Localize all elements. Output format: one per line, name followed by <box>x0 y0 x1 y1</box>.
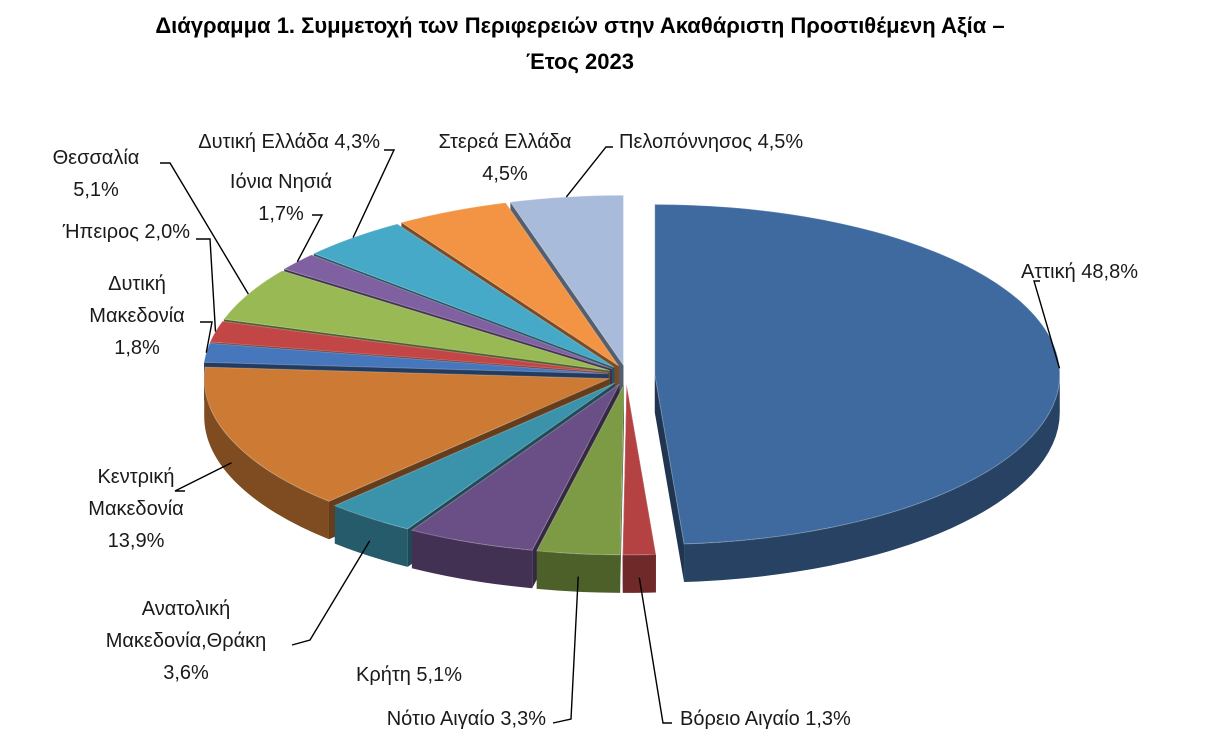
pie-slice-outer-wall <box>684 374 1060 582</box>
data-label-line: 1,8% <box>114 337 160 359</box>
data-label-10: Ιόνια Νησιά 1,7% <box>230 171 332 225</box>
data-label-line: 5,1% <box>73 179 119 201</box>
data-label-5: Ανατολική Μακεδονία,Θράκη 3,6% <box>106 598 267 684</box>
data-label-line: Ήπειρος 2,0% <box>62 221 190 243</box>
data-label-line: Κεντρική <box>97 466 174 488</box>
chart-title: Διάγραμμα 1. Συμμετοχή των Περιφερειών σ… <box>0 8 1160 80</box>
pie-slice-radial-wall <box>620 384 624 593</box>
pie-slice-5 <box>333 382 616 530</box>
chart-title-line-1: Διάγραμμα 1. Συμμετοχή των Περιφερειών σ… <box>155 13 1005 38</box>
leader-line-2 <box>638 577 672 724</box>
pie-top-faces <box>203 194 1061 556</box>
data-label-line: Πελοπόννησος 4,5% <box>619 131 803 153</box>
chart-title-line-2: Έτος 2023 <box>526 49 634 74</box>
pie-slice-outer-wall <box>411 530 533 589</box>
leader-lines <box>160 146 1061 724</box>
data-label-11: Δυτική Ελλάδα 4,3% <box>198 131 380 153</box>
data-label-line: Θεσσαλία <box>53 147 140 169</box>
data-label-1: Αττική 48,8% <box>1021 261 1138 283</box>
data-label-line: Κρήτη 5,1% <box>356 664 462 686</box>
leader-line-8 <box>196 238 217 332</box>
pie-slice-12 <box>400 202 619 367</box>
data-label-line: Μακεδονία,Θράκη <box>106 630 267 652</box>
data-label-4: Κρήτη 5,1% <box>356 664 462 686</box>
data-label-line: Ανατολική <box>142 598 230 620</box>
data-label-8: Ήπειρος 2,0% <box>62 221 190 243</box>
data-label-6: Κεντρική Μακεδονία 13,9% <box>88 466 183 552</box>
leader-line-11 <box>352 149 396 238</box>
pie-slice-4 <box>410 383 620 551</box>
data-label-line: 1,7% <box>258 203 304 225</box>
data-label-line: Δυτική <box>108 273 166 295</box>
leader-line-3 <box>552 576 579 724</box>
data-label-12: Στερεά Ελλάδα 4,5% <box>439 131 572 185</box>
pie-slice-13 <box>509 194 624 367</box>
pie-slice-6 <box>203 366 610 502</box>
data-label-line: 4,5% <box>482 163 528 185</box>
data-labels: Αττική 48,8% Βόρειο Αιγαίο 1,3% Νότιο Αιγα… <box>53 131 1139 730</box>
leader-line-1 <box>1033 280 1061 369</box>
pie-slice-outer-wall <box>622 554 656 593</box>
data-label-13: Πελοπόννησος 4,5% <box>619 131 803 153</box>
data-label-line: Δυτική Ελλάδα 4,3% <box>198 131 380 153</box>
data-label-line: Στερεά Ελλάδα <box>439 131 572 153</box>
leader-line-9 <box>160 162 249 295</box>
data-label-line: Αττική 48,8% <box>1021 261 1138 283</box>
data-label-line: Μακεδονία <box>88 498 183 520</box>
leader-line-6 <box>174 462 232 492</box>
pie-slice-outer-wall <box>334 505 408 567</box>
data-label-7: Δυτική Μακεδονία 1,8% <box>89 273 184 359</box>
data-label-9: Θεσσαλία 5,1% <box>53 147 140 201</box>
data-label-2: Βόρειο Αιγαίο 1,3% <box>680 708 851 730</box>
pie-slice-11 <box>312 223 615 368</box>
leader-line-5 <box>291 540 371 646</box>
leader-line-10 <box>296 214 324 263</box>
leader-line-13 <box>565 146 613 198</box>
data-label-line: Νότιο Αιγαίο 3,3% <box>387 708 546 730</box>
pie-slice-outer-wall <box>536 550 621 593</box>
pie-slice-3 <box>535 384 625 556</box>
data-label-line: 3,6% <box>163 662 209 684</box>
pie-slice-2 <box>622 384 657 556</box>
pie-slice-outer-wall <box>204 378 329 540</box>
data-label-3: Νότιο Αιγαίο 3,3% <box>387 708 546 730</box>
data-label-line: Μακεδονία <box>89 305 184 327</box>
pie-slice-radial-wall <box>654 374 685 582</box>
leader-line-7 <box>200 321 213 353</box>
data-label-line: Ιόνια Νησιά <box>230 171 332 193</box>
data-label-line: 13,9% <box>108 530 165 552</box>
data-label-line: Βόρειο Αιγαίο 1,3% <box>680 708 851 730</box>
